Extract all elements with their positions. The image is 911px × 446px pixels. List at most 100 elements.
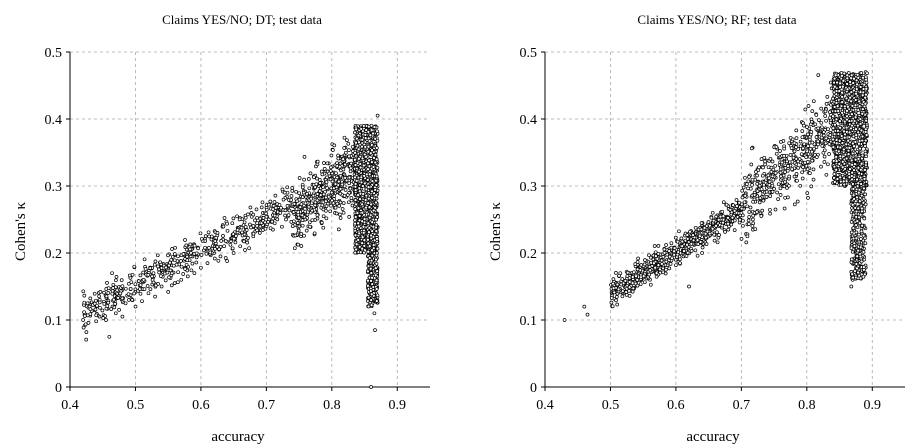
data-point [355, 211, 360, 215]
data-point [857, 232, 861, 237]
data-point [630, 281, 635, 286]
data-point [677, 229, 681, 234]
data-point [365, 178, 370, 182]
data-point [373, 152, 378, 157]
data-point [333, 177, 338, 182]
data-point [318, 193, 323, 197]
data-point [801, 146, 805, 151]
data-point [582, 304, 587, 309]
data-point [369, 298, 374, 302]
data-point [783, 177, 788, 182]
data-point [635, 267, 640, 272]
data-point [353, 198, 358, 202]
data-point [172, 252, 177, 256]
data-point [817, 118, 821, 122]
data-point [148, 266, 153, 270]
data-point [865, 71, 869, 76]
data-point [648, 282, 653, 287]
data-point [850, 112, 854, 117]
data-point [848, 167, 852, 171]
data-point [194, 260, 199, 265]
data-point [752, 193, 757, 197]
data-point [280, 224, 284, 229]
data-point [324, 180, 329, 185]
data-point [176, 270, 180, 275]
data-point [849, 99, 853, 104]
data-point [863, 202, 868, 207]
data-point [761, 165, 765, 170]
data-point [320, 203, 325, 208]
data-point [819, 120, 824, 125]
data-point [747, 222, 751, 226]
data-point [813, 122, 818, 127]
data-point [859, 193, 864, 198]
data-point [809, 184, 814, 189]
data-point [142, 257, 147, 262]
data-point [850, 272, 855, 277]
data-point [374, 200, 378, 205]
data-point [724, 202, 729, 207]
data-point [133, 304, 138, 309]
data-point [643, 258, 647, 262]
data-point [258, 216, 263, 221]
data-point [800, 170, 804, 175]
data-point [119, 278, 124, 282]
data-point [82, 293, 87, 298]
data-point [95, 303, 99, 308]
data-point [665, 252, 670, 257]
x-axis-label: accuracy [211, 429, 265, 445]
data-point [611, 281, 615, 286]
data-point [219, 239, 224, 243]
data-point [854, 91, 858, 96]
data-point [710, 210, 715, 215]
data-point [369, 258, 374, 263]
data-point [334, 211, 339, 216]
data-point [742, 200, 747, 205]
data-point [97, 294, 101, 299]
data-point [347, 148, 351, 152]
data-point [841, 78, 846, 83]
data-point [107, 334, 112, 339]
data-point [192, 271, 197, 275]
data-point [111, 286, 115, 290]
data-point [181, 252, 186, 256]
data-point [138, 283, 143, 287]
data-point [196, 246, 200, 251]
data-point [764, 189, 769, 194]
data-point [371, 224, 376, 229]
data-point [102, 302, 107, 306]
data-point [803, 107, 808, 112]
data-point [840, 90, 844, 95]
data-point [794, 128, 799, 133]
data-point [172, 281, 177, 285]
data-point [333, 182, 338, 186]
data-point [320, 172, 325, 177]
data-point [321, 225, 326, 230]
data-point [836, 109, 841, 113]
data-point [133, 282, 138, 287]
data-point [347, 181, 352, 186]
data-point [361, 192, 366, 196]
data-point [782, 206, 787, 211]
data-point [792, 149, 797, 154]
data-point [203, 234, 208, 238]
data-point [348, 186, 353, 191]
data-point [283, 213, 287, 218]
data-point [354, 127, 359, 132]
data-point [691, 233, 695, 237]
data-point [237, 217, 242, 222]
data-point [631, 286, 636, 291]
data-point [282, 190, 287, 195]
data-point [286, 213, 291, 217]
data-point [366, 304, 371, 309]
data-point [353, 175, 357, 180]
data-point [647, 272, 652, 277]
data-point [313, 185, 318, 190]
data-point [148, 287, 153, 291]
data-point [341, 167, 346, 172]
data-point [652, 261, 656, 266]
data-point [856, 206, 861, 211]
data-point [361, 186, 366, 191]
data-point [273, 206, 278, 210]
data-point [614, 298, 618, 303]
